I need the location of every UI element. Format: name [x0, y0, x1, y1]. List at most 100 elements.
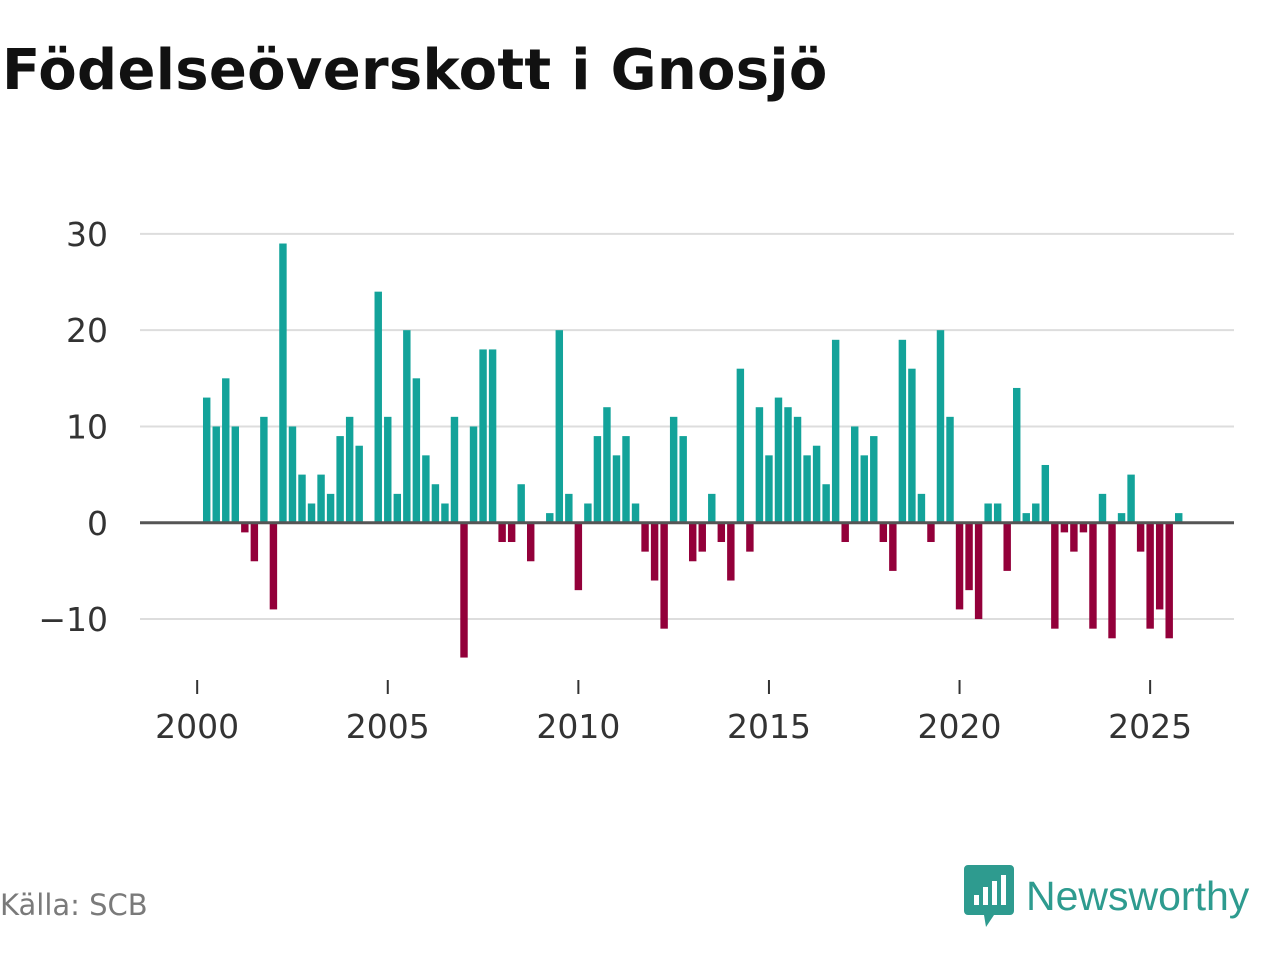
bar — [660, 522, 668, 629]
bar — [774, 397, 783, 523]
bar — [307, 503, 316, 523]
bar — [1108, 522, 1116, 639]
bar — [1117, 513, 1126, 523]
bar — [565, 493, 573, 523]
bar — [1003, 522, 1011, 571]
bar — [860, 455, 868, 523]
bar — [546, 513, 554, 523]
source-note: Källa: SCB — [0, 888, 148, 922]
bar — [889, 522, 897, 571]
bar — [822, 484, 830, 523]
bar — [669, 416, 678, 523]
bar — [984, 503, 992, 523]
bar — [1070, 522, 1078, 552]
newsworthy-logo-icon — [964, 865, 1014, 927]
bar — [831, 339, 840, 523]
bar — [469, 426, 478, 523]
bar — [898, 339, 907, 523]
bars — [202, 243, 1183, 658]
bar — [336, 436, 344, 523]
bar — [584, 503, 592, 523]
bar — [1051, 522, 1059, 629]
bar — [641, 522, 649, 552]
bar — [1041, 464, 1050, 523]
bar — [784, 407, 792, 523]
bar — [746, 522, 754, 552]
bar — [1089, 522, 1097, 629]
bar — [441, 503, 449, 523]
bar — [1175, 513, 1183, 523]
bar — [631, 503, 640, 523]
bar — [269, 522, 278, 610]
bar — [936, 330, 945, 523]
bar — [460, 522, 468, 658]
bar — [755, 407, 764, 523]
bar — [279, 243, 287, 523]
y-tick-label: 0 — [87, 504, 108, 543]
bar — [498, 522, 506, 543]
bar — [403, 330, 411, 523]
axes: −10 0 10 20 30 2000 2005 2010 2015 2020 2025 — [38, 215, 1234, 746]
bar — [946, 416, 954, 523]
bar — [345, 416, 354, 523]
bar — [488, 349, 497, 523]
bar — [384, 416, 392, 523]
bar — [650, 522, 659, 581]
bar — [851, 426, 859, 523]
bar — [765, 455, 773, 523]
bar — [689, 522, 697, 562]
bar — [812, 445, 821, 523]
bar — [603, 407, 611, 523]
bar — [450, 416, 459, 523]
bar — [698, 522, 706, 552]
bar — [202, 397, 211, 523]
y-tick-label: −10 — [38, 600, 108, 639]
bar — [555, 330, 564, 523]
logo-text: Newsworthy — [1026, 872, 1250, 919]
bar — [288, 426, 297, 523]
bar — [879, 522, 888, 543]
bar — [927, 522, 935, 543]
bar — [479, 349, 487, 523]
bar — [517, 484, 525, 523]
bar — [422, 455, 430, 523]
bar — [1013, 387, 1021, 523]
bar — [1165, 522, 1173, 639]
x-tick-label: 2005 — [346, 707, 430, 746]
bar — [526, 522, 535, 562]
bar — [1098, 493, 1107, 523]
bar — [908, 368, 916, 523]
bar — [317, 474, 325, 523]
bar — [955, 522, 964, 610]
bar — [574, 522, 583, 591]
bar — [241, 522, 249, 533]
bar — [965, 522, 973, 591]
bar — [298, 474, 306, 523]
bar — [431, 484, 440, 523]
bar — [393, 493, 402, 523]
x-tick-label: 2025 — [1108, 707, 1192, 746]
bar — [260, 416, 268, 523]
bar — [870, 436, 878, 523]
bar — [736, 368, 745, 523]
bar — [803, 455, 811, 523]
bar — [507, 522, 516, 543]
y-tick-label: 30 — [66, 215, 108, 254]
bar — [222, 378, 230, 523]
bar-chart: −10 0 10 20 30 2000 2005 2010 2015 2020 2025 — [38, 215, 1234, 746]
bar — [793, 416, 802, 523]
bar — [355, 445, 363, 523]
bar — [1032, 503, 1040, 523]
bar — [974, 522, 983, 620]
y-tick-label: 20 — [66, 311, 108, 350]
chart-title: Födelseöverskott i Gnosjö — [2, 38, 828, 103]
bar — [1136, 522, 1145, 552]
bar — [374, 291, 382, 523]
bar — [1155, 522, 1164, 610]
x-tick-label: 2000 — [155, 707, 239, 746]
bar — [1022, 513, 1030, 523]
bar — [717, 522, 726, 543]
bar — [841, 522, 849, 543]
bar — [231, 426, 240, 523]
bar — [412, 378, 421, 523]
